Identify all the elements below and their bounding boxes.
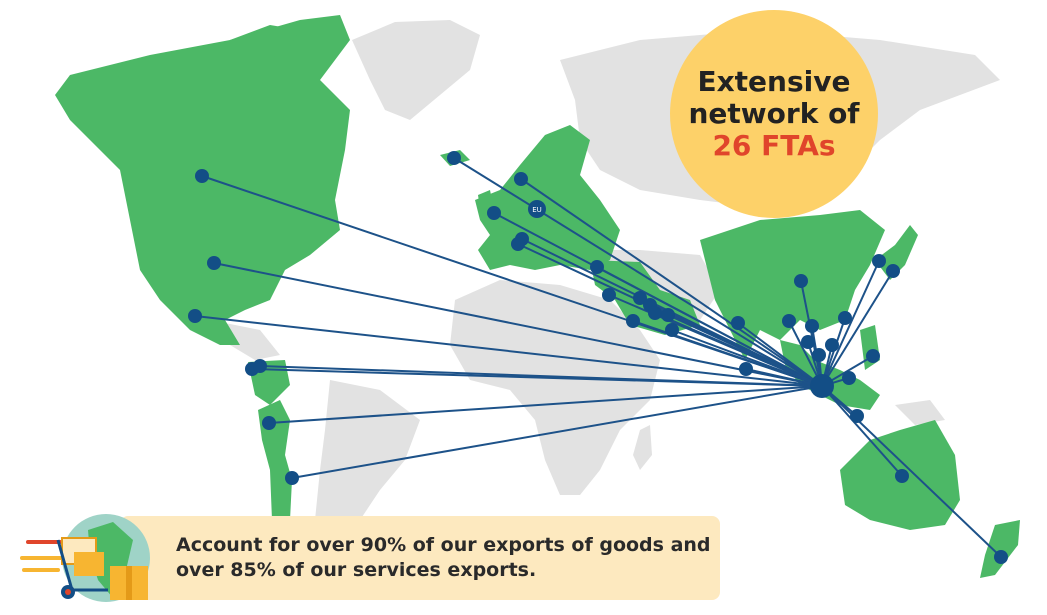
philippines <box>860 325 880 370</box>
non-fta-land <box>210 20 1000 560</box>
japan-korea <box>875 225 918 280</box>
export-share-banner <box>120 516 720 600</box>
madagascar <box>633 425 652 470</box>
fta-headline-bubble: Extensive network of 26 FTAs <box>670 10 878 218</box>
parcel-icon <box>110 566 148 600</box>
new-zealand <box>980 520 1020 578</box>
export-emblem <box>20 514 150 602</box>
headline-line-2: network of <box>688 97 860 130</box>
africa <box>450 280 660 495</box>
eu-marker: EU <box>528 200 546 218</box>
headline-line-1: Extensive <box>697 65 851 98</box>
headline-fta-count: 26 FTAs <box>712 129 836 162</box>
canada-islands <box>230 25 300 60</box>
singapore-hub <box>810 374 834 398</box>
delivery-trolley-icon <box>20 537 108 599</box>
partner-nodes <box>188 151 1008 564</box>
svg-text:EU: EU <box>532 206 542 214</box>
greenland <box>352 20 480 120</box>
banner-line-1: Account for over 90% of our exports of g… <box>176 534 711 556</box>
asia-partners <box>700 210 885 360</box>
banner-line-2: over 85% of our services exports. <box>176 559 537 581</box>
export-share-text: Account for over 90% of our exports of g… <box>176 533 716 583</box>
sea <box>780 340 880 410</box>
south-america-east <box>315 380 420 560</box>
png <box>895 400 945 425</box>
